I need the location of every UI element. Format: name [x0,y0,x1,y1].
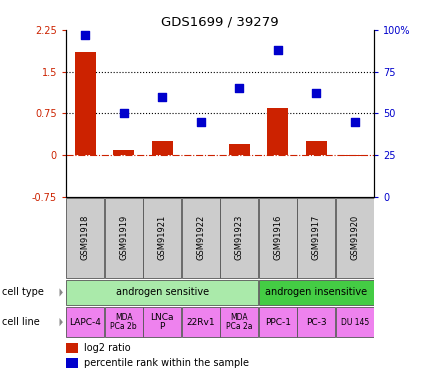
Text: MDA
PCa 2b: MDA PCa 2b [110,313,137,332]
Text: DU 145: DU 145 [340,318,369,327]
FancyBboxPatch shape [220,307,258,337]
Text: MDA
PCa 2a: MDA PCa 2a [226,313,252,332]
Text: percentile rank within the sample: percentile rank within the sample [84,358,249,368]
FancyBboxPatch shape [259,307,297,337]
Text: PC-3: PC-3 [306,318,326,327]
Text: 22Rv1: 22Rv1 [187,318,215,327]
Text: GSM91917: GSM91917 [312,215,321,260]
Text: GSM91922: GSM91922 [196,215,205,260]
Text: androgen insensitive: androgen insensitive [265,287,367,297]
FancyBboxPatch shape [297,198,335,278]
Bar [66,358,78,368]
Text: PPC-1: PPC-1 [265,318,291,327]
Bar [74,52,96,155]
Text: GSM91921: GSM91921 [158,215,167,260]
Text: GSM91918: GSM91918 [81,215,90,260]
Bar [66,343,78,353]
FancyBboxPatch shape [220,198,258,278]
FancyBboxPatch shape [66,307,104,337]
FancyBboxPatch shape [143,307,181,337]
Text: log2 ratio: log2 ratio [84,343,131,353]
Bar [306,141,327,155]
FancyBboxPatch shape [259,198,297,278]
FancyBboxPatch shape [336,198,374,278]
Text: LNCa
P: LNCa P [150,313,174,332]
Point [159,94,166,100]
Point [313,90,320,96]
Text: cell type: cell type [2,287,44,297]
Text: cell line: cell line [2,317,40,327]
Text: GSM91916: GSM91916 [273,215,282,260]
FancyBboxPatch shape [181,307,220,337]
Bar [229,144,250,155]
FancyBboxPatch shape [143,198,181,278]
FancyBboxPatch shape [259,280,374,305]
FancyBboxPatch shape [181,198,220,278]
Bar [152,141,173,155]
Bar [113,150,134,155]
Text: androgen sensitive: androgen sensitive [116,287,209,297]
Text: LAPC-4: LAPC-4 [69,318,101,327]
Bar [267,108,288,155]
Point [236,86,243,92]
FancyBboxPatch shape [66,280,258,305]
Point [274,47,281,53]
Point [197,119,204,125]
FancyBboxPatch shape [297,307,335,337]
Point [351,119,358,125]
FancyBboxPatch shape [336,307,374,337]
Point [120,111,127,117]
FancyBboxPatch shape [105,198,143,278]
Point [82,32,88,38]
Text: GSM91920: GSM91920 [350,215,359,260]
Text: GSM91919: GSM91919 [119,215,128,260]
Text: GSM91923: GSM91923 [235,215,244,260]
Title: GDS1699 / 39279: GDS1699 / 39279 [161,16,279,29]
FancyBboxPatch shape [66,198,104,278]
FancyBboxPatch shape [105,307,143,337]
Bar [344,155,366,156]
